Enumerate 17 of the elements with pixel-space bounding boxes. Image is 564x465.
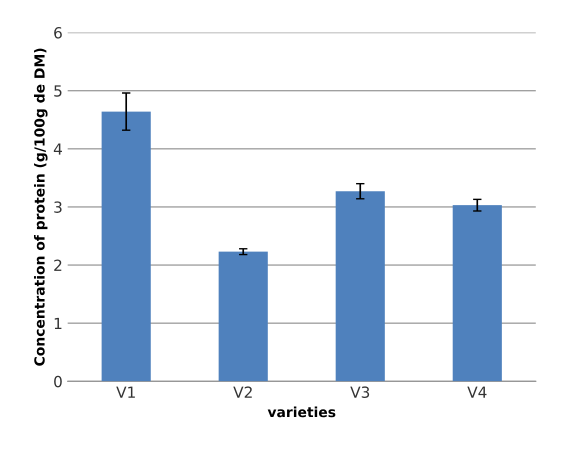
y-tick-label: 3 <box>54 201 62 213</box>
x-tick-label: V1 <box>116 386 135 398</box>
x-axis-title: varieties <box>268 406 336 418</box>
bar <box>452 205 502 382</box>
x-tick-label: V3 <box>350 386 370 398</box>
bar <box>218 252 268 382</box>
y-tick-label: 5 <box>54 85 62 97</box>
y-tick-label: 2 <box>54 260 62 271</box>
y-tick-label: 0 <box>54 376 62 388</box>
y-axis-title: Concentration of protein (g/100g de DM) <box>34 48 48 366</box>
x-tick-label: V4 <box>467 386 487 398</box>
bar <box>336 191 385 382</box>
y-tick-label: 1 <box>54 318 62 329</box>
y-tick-label: 4 <box>54 143 62 155</box>
x-tick-label: V2 <box>233 386 252 398</box>
y-tick-label: 6 <box>54 27 62 39</box>
bar <box>102 112 151 382</box>
